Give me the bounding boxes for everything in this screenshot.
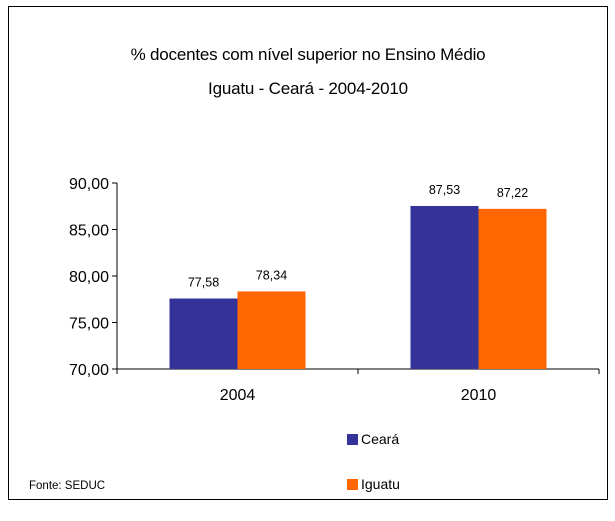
bar-iguatu-2004 [237, 291, 306, 369]
source-note: Fonte: SEDUC [29, 480, 106, 492]
chart-frame: % docentes com nível superior no Ensino … [8, 6, 608, 500]
data-label: 87,22 [497, 186, 528, 200]
legend-item-iguatu: Iguatu [347, 476, 400, 492]
legend-swatch-ceara [347, 433, 358, 445]
legend-item-ceara: Ceará [347, 431, 400, 447]
bar-cear-2004 [169, 298, 238, 369]
legend-swatch-iguatu [347, 478, 358, 490]
x-category-label: 2004 [220, 387, 256, 404]
legend-label-ceara: Ceará [361, 431, 400, 447]
y-tick-label: 90,00 [69, 176, 109, 193]
bar-chart: 70,00 75,00 80,00 85,00 90,00 77,58 78,34 2004 8… [69, 176, 600, 404]
y-tick-label: 80,00 [69, 269, 109, 286]
y-tick-label: 85,00 [69, 223, 109, 240]
bar-cear-2010 [410, 205, 479, 369]
x-category-label: 2010 [461, 387, 497, 404]
chart-title: % docentes com nível superior no Ensino … [130, 45, 486, 64]
legend: Ceará Iguatu [347, 431, 400, 521]
data-label: 87,53 [429, 183, 460, 197]
y-tick-label: 75,00 [69, 316, 109, 333]
bar-iguatu-2010 [478, 208, 547, 369]
data-label: 78,34 [256, 268, 287, 282]
y-tick-label: 70,00 [69, 362, 109, 379]
chart-subtitle: Iguatu - Ceará - 2004-2010 [208, 79, 408, 98]
legend-label-iguatu: Iguatu [361, 476, 400, 492]
data-label: 77,58 [188, 276, 219, 290]
